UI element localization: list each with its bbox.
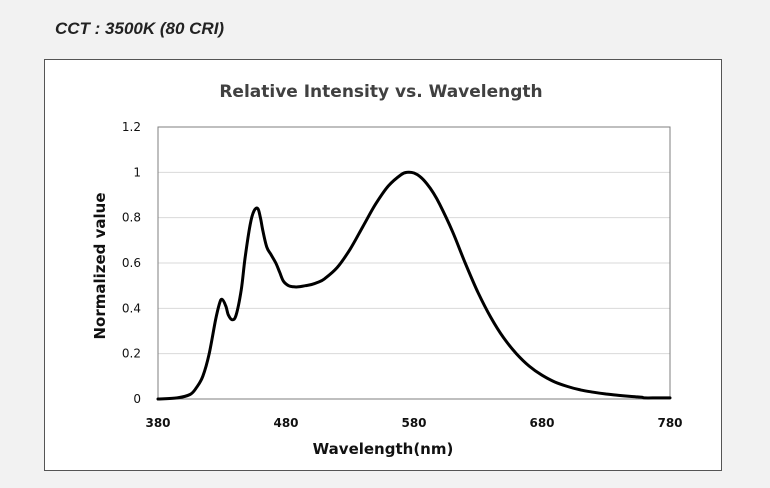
x-axis-ticks: 380 480 580 680 780 xyxy=(145,416,682,430)
y-axis-label: Normalized value xyxy=(91,192,109,339)
y-tick-label: 0.8 xyxy=(122,211,141,225)
cct-heading: CCT : 3500K (80 CRI) xyxy=(55,19,225,38)
chart-frame: Relative Intensity vs. Wavelength 0 0.2 0.… xyxy=(44,59,722,471)
y-tick-label: 0.4 xyxy=(122,301,141,315)
y-tick-label: 1 xyxy=(133,165,141,179)
spectrum-series-line xyxy=(156,170,672,401)
y-tick-label: 0.2 xyxy=(122,347,141,361)
spectrum-chart: Relative Intensity vs. Wavelength 0 0.2 0.… xyxy=(91,82,683,458)
x-axis-label: Wavelength(nm) xyxy=(313,440,454,458)
x-tick-label: 480 xyxy=(273,416,298,430)
y-tick-label: 0.6 xyxy=(122,256,141,270)
x-tick-label: 780 xyxy=(657,416,682,430)
x-tick-label: 680 xyxy=(529,416,554,430)
y-tick-label: 0 xyxy=(133,392,141,406)
x-tick-label: 380 xyxy=(145,416,170,430)
plot-area-border xyxy=(157,126,671,400)
grid-lines xyxy=(158,171,670,355)
chart-title: Relative Intensity vs. Wavelength xyxy=(219,82,542,102)
x-tick-label: 580 xyxy=(401,416,426,430)
y-axis-ticks: 0 0.2 0.4 0.6 0.8 1 1.2 xyxy=(122,120,141,406)
y-tick-label: 1.2 xyxy=(122,120,141,134)
